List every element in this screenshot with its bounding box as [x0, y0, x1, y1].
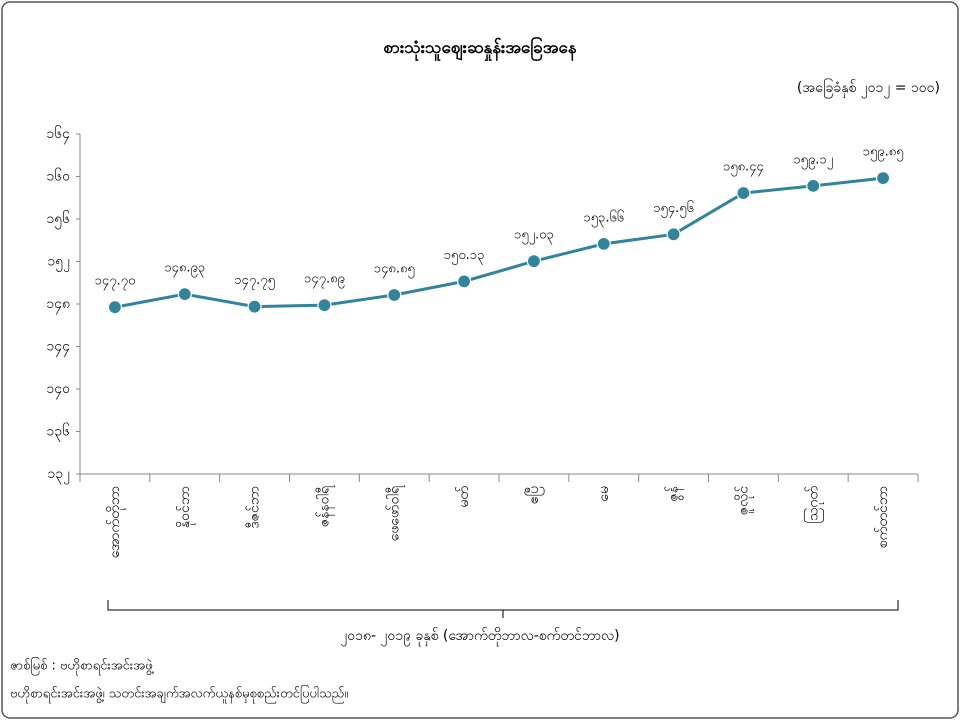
x-tick-label: စက်တင်ဘာ	[875, 486, 891, 548]
line	[114, 176, 884, 309]
x-tick-label: ဖေဖော်ဝါရီ	[386, 485, 404, 541]
x-tick-label: ဒီဇင်ဘာ	[247, 486, 263, 529]
marker	[107, 300, 123, 315]
y-tick-label: ၁၅၂	[47, 254, 70, 272]
x-tick-label: ဇူလိုင်	[735, 486, 753, 515]
marker	[875, 170, 891, 186]
y-tick-label: ၁၄၀	[46, 381, 70, 399]
data-label: ၁၅၂.၀၃	[514, 228, 554, 245]
data-label: ၁၅၄.၅၆	[653, 200, 694, 218]
x-tick-label: မတ်	[456, 486, 472, 508]
chart-title: စားသုံးသူဈေးဆနှုန်းအခြေအနေ	[383, 35, 576, 62]
marker	[736, 185, 751, 201]
marker	[526, 254, 542, 269]
y-tick-label: ၁၄၈	[46, 296, 70, 314]
data-label: ၁၄၈.၉၃	[164, 261, 205, 278]
data-label: ၁၅၉.၈၅	[863, 145, 904, 162]
y-tick-label: ၁၆၀	[46, 169, 70, 185]
bracket	[107, 600, 899, 618]
marker	[596, 236, 611, 251]
data-label: ၁၅၃.၆၆	[583, 209, 624, 227]
x-tick-label: မေ	[596, 486, 612, 502]
marker	[317, 298, 332, 313]
marker	[177, 287, 192, 302]
x-tick-label: ဩဂုတ်	[804, 486, 823, 524]
x-tick-label: အောက်တိုဘာ	[107, 486, 125, 558]
x-tick-label: ဧပြီ	[526, 486, 544, 504]
y-tick-label: ၁၃၂	[47, 466, 70, 484]
y-tick-label: ၁၅၆	[46, 211, 70, 229]
data-label: ၁၄၇.၇၀	[95, 274, 136, 291]
x-axis-label: ၂၀၁၈- ၂၀၁၉ ခုနှစ် (အောက်တိုဘာလ-စက်တင်ဘာလ…	[340, 628, 619, 646]
marker	[666, 227, 681, 242]
y-tick-label: ၁၆၄	[46, 126, 70, 144]
data-label: ၁၅၀.၁၃	[444, 248, 485, 265]
marker	[387, 287, 402, 303]
chart-subtitle: (အခြေခံနှစ် ၂၀၁၂ = ၁၀၀)	[797, 79, 940, 98]
marker	[456, 274, 472, 289]
data-label: ၁၄၇.၇၅	[234, 273, 275, 290]
data-label: ၁၅၈.၄၄	[723, 160, 764, 177]
y-tick-label: ၁၃၆	[46, 424, 70, 442]
data-label: ၁၅၉.၁၂	[793, 152, 833, 169]
data-label: ၁၄၈.၈၅	[374, 261, 415, 278]
data-label: ၁၄၇.၈၉	[304, 272, 345, 289]
x-tick-label: နိုဝင်ဘာ	[177, 486, 195, 528]
note: ဗဟိုစာရင်းအင်းအဖွဲ့၊ သတင်းအချက်အလက်ယူနစ်…	[10, 685, 348, 704]
source: ဇာစ်မြစ် : ဗဟိုစာရင်းအင်းအဖွဲ့	[10, 657, 154, 676]
marker	[247, 299, 262, 314]
y-tick-label: ၁၄၄	[46, 339, 70, 357]
marker	[806, 178, 821, 193]
x-tick-label: ဇန်နဝါရီ	[316, 485, 334, 527]
x-tick-label: ဇွန်	[666, 486, 684, 502]
